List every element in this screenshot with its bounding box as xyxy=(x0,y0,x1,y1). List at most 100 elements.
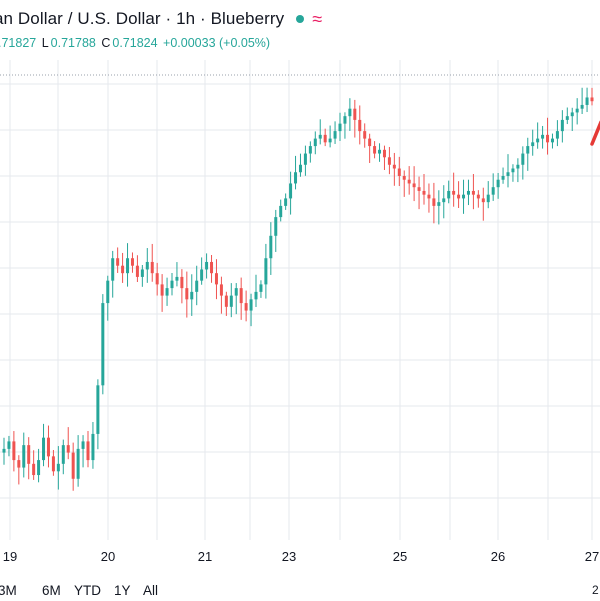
chart-header: an Dollar / U.S. Dollar · 1h · Blueberry… xyxy=(0,0,600,60)
candle-body-down xyxy=(397,168,401,176)
range-3m-button[interactable]: 3M xyxy=(0,583,17,598)
candle-body-up xyxy=(555,131,559,139)
candle-body-up xyxy=(308,146,312,154)
candle-body-up xyxy=(348,108,352,117)
candle-body-up xyxy=(442,198,446,203)
candle-body-down xyxy=(17,460,21,468)
candle-body-up xyxy=(570,112,574,117)
candle-body-down xyxy=(71,452,75,479)
candle-body-up xyxy=(541,134,545,139)
time-tick-label: 21 xyxy=(197,549,213,564)
candle-body-down xyxy=(358,119,362,132)
candle-body-down xyxy=(323,134,327,143)
candle-body-down xyxy=(180,276,184,289)
candle-body-down xyxy=(382,149,386,158)
candle-body-up xyxy=(2,448,6,453)
candle-body-up xyxy=(259,284,263,292)
candle-body-up xyxy=(536,138,540,143)
candle-body-up xyxy=(37,460,41,476)
candle-body-down xyxy=(135,265,139,277)
candle-body-down xyxy=(155,273,159,285)
candle-body-up xyxy=(234,288,238,296)
candle-body-up xyxy=(318,134,322,139)
candle-body-up xyxy=(491,187,495,195)
candle-body-up xyxy=(111,258,115,281)
candle-body-up xyxy=(274,217,278,236)
candle-body-up xyxy=(575,108,579,113)
candle-body-down xyxy=(427,194,431,199)
market-status-dot-icon xyxy=(296,15,305,23)
candle-body-up xyxy=(462,194,466,199)
candle-body-down xyxy=(546,134,550,143)
candle-body-down xyxy=(12,441,16,461)
candle-body-down xyxy=(481,198,485,203)
candle-body-up xyxy=(56,463,60,472)
candle-body-up xyxy=(200,269,204,281)
time-axis: 19 20 21 23 25 26 27 xyxy=(0,545,600,569)
candle-body-down xyxy=(417,187,421,191)
candle-body-down xyxy=(224,295,228,307)
candle-body-up xyxy=(560,119,564,132)
candle-body-up xyxy=(496,179,500,188)
candle-body-up xyxy=(501,175,505,180)
range-bar-corner-digit: 2 xyxy=(592,583,599,597)
candle-body-down xyxy=(407,179,411,184)
candle-body-up xyxy=(81,441,85,449)
wavy-approx-icon[interactable]: ≈ xyxy=(312,9,323,29)
candle-body-down xyxy=(422,190,426,195)
ohlc-close-label: C xyxy=(101,36,111,50)
candle-body-up xyxy=(76,448,80,479)
candle-body-up xyxy=(96,385,100,434)
time-tick-label: 23 xyxy=(281,549,297,564)
candle-body-up xyxy=(140,269,144,277)
candle-body-up xyxy=(338,123,342,132)
candle-body-down xyxy=(368,138,372,147)
candle-body-up xyxy=(7,441,11,449)
ohlc-readout: .71827 L 0.71788 C 0.71824 +0.00033 (+0.05… xyxy=(0,36,272,50)
range-1y-button[interactable]: 1Y xyxy=(114,583,131,598)
candle-body-up xyxy=(269,235,273,259)
candle-body-up xyxy=(229,295,233,307)
price-chart[interactable] xyxy=(0,60,600,540)
candle-body-up xyxy=(264,258,268,285)
candle-body-up xyxy=(506,172,510,176)
candle-body-down xyxy=(66,445,70,453)
candle-body-down xyxy=(116,258,120,266)
candle-body-down xyxy=(373,146,377,154)
time-tick-label: 19 xyxy=(2,549,18,564)
candle-body-up xyxy=(516,164,520,169)
candle-body-up xyxy=(298,164,302,173)
candle-body-down xyxy=(32,463,36,476)
candle-body-up xyxy=(170,280,174,289)
ohlc-close-value: 0.71824 xyxy=(112,36,158,50)
candle-body-down xyxy=(150,261,154,274)
ohlc-low-label: L xyxy=(41,36,49,50)
range-ytd-button[interactable]: YTD xyxy=(74,583,101,598)
candle-body-down xyxy=(412,183,416,188)
candle-body-up xyxy=(205,261,209,270)
candle-body-down xyxy=(46,437,50,457)
candle-body-down xyxy=(160,284,164,296)
time-tick-label: 26 xyxy=(490,549,506,564)
candle-body-up xyxy=(585,97,589,105)
candle-body-up xyxy=(313,138,317,147)
candle-body-up xyxy=(565,116,569,120)
symbol-title[interactable]: an Dollar / U.S. Dollar · 1h · Blueberry xyxy=(0,9,285,28)
candle-body-up xyxy=(22,445,26,468)
candle-body-down xyxy=(457,194,461,199)
candle-body-down xyxy=(363,131,367,139)
candle-body-up xyxy=(279,205,283,218)
candle-body-down xyxy=(121,265,125,274)
candle-body-down xyxy=(214,273,218,285)
candle-body-up xyxy=(195,280,199,292)
candle-body-up xyxy=(343,116,347,124)
candle-body-up xyxy=(328,138,332,143)
range-all-button[interactable]: All xyxy=(143,583,159,598)
candle-body-up xyxy=(294,172,298,184)
candle-body-up xyxy=(284,198,288,206)
range-6m-button[interactable]: 6M xyxy=(42,583,61,598)
candle-body-down xyxy=(51,456,55,472)
candle-body-down xyxy=(476,194,480,199)
candle-body-up xyxy=(486,194,490,203)
candle-body-up xyxy=(521,153,525,165)
